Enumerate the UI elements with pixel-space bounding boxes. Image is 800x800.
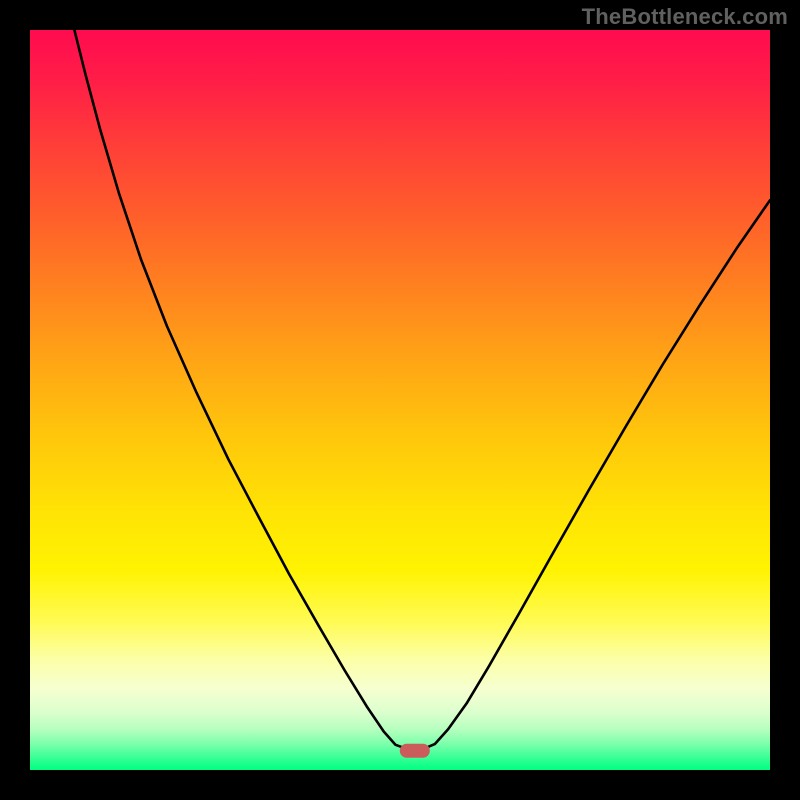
bottleneck-chart: TheBottleneck.com — [0, 0, 800, 800]
chart-canvas — [0, 0, 800, 800]
watermark-text: TheBottleneck.com — [582, 4, 788, 30]
bottleneck-marker — [400, 744, 430, 758]
chart-plot-area — [30, 30, 770, 770]
